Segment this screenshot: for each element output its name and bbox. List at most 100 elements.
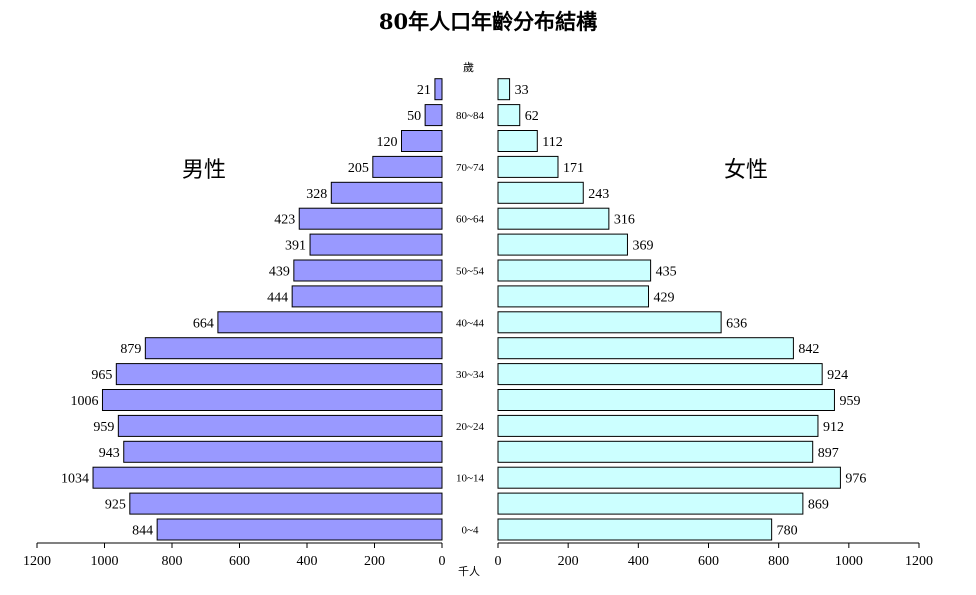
male-bar bbox=[129, 492, 443, 515]
female-bar bbox=[497, 259, 652, 282]
male-bar bbox=[293, 259, 443, 282]
age-group-label: 0~4 bbox=[462, 525, 479, 537]
female-bar bbox=[497, 130, 538, 152]
male-bar bbox=[156, 518, 443, 541]
female-bar bbox=[497, 466, 841, 489]
male-x-tick-label: 400 bbox=[297, 554, 318, 569]
male-bar bbox=[401, 130, 443, 152]
female-bar bbox=[497, 155, 559, 178]
female-value-label: 435 bbox=[656, 265, 677, 280]
female-bar bbox=[497, 78, 511, 101]
male-bar bbox=[434, 78, 443, 101]
male-label: 男性 bbox=[182, 158, 227, 183]
male-value-label: 959 bbox=[93, 420, 114, 435]
male-bar bbox=[309, 233, 443, 256]
female-value-label: 369 bbox=[632, 239, 653, 254]
female-bar bbox=[497, 440, 814, 463]
male-x-tick-label: 1000 bbox=[91, 554, 119, 569]
male-bar bbox=[101, 389, 443, 411]
female-value-label: 897 bbox=[818, 446, 839, 461]
male-x-tick-label: 200 bbox=[364, 554, 385, 569]
female-x-tick-label: 600 bbox=[698, 554, 719, 569]
female-bar bbox=[497, 285, 650, 308]
female-value-label: 869 bbox=[808, 498, 829, 513]
male-bar bbox=[117, 414, 443, 437]
female-value-label: 429 bbox=[654, 290, 675, 305]
female-value-label: 636 bbox=[726, 316, 747, 331]
male-value-label: 50 bbox=[407, 109, 421, 124]
age-group-label: 60~64 bbox=[456, 214, 484, 226]
male-x-tick-label: 1200 bbox=[23, 554, 51, 569]
male-value-label: 120 bbox=[377, 135, 398, 150]
female-value-label: 112 bbox=[542, 135, 562, 150]
male-value-label: 844 bbox=[132, 524, 153, 539]
female-bar bbox=[497, 181, 584, 204]
age-group-label: 80~84 bbox=[456, 110, 484, 122]
male-value-label: 21 bbox=[417, 83, 431, 98]
male-bar bbox=[372, 155, 443, 178]
male-bar bbox=[217, 311, 443, 334]
male-bar bbox=[424, 104, 443, 127]
male-x-tick-label: 600 bbox=[229, 554, 250, 569]
female-value-label: 33 bbox=[515, 83, 529, 98]
male-bar bbox=[298, 207, 443, 230]
female-x-tick-label: 1200 bbox=[905, 554, 933, 569]
female-value-label: 924 bbox=[827, 368, 848, 383]
age-unit-label: 歲 bbox=[463, 61, 474, 74]
age-group-label: 20~24 bbox=[456, 421, 484, 433]
age-group-label: 50~54 bbox=[456, 266, 484, 278]
male-value-label: 965 bbox=[91, 368, 112, 383]
male-bar bbox=[115, 363, 443, 386]
male-x-tick-label: 0 bbox=[439, 554, 446, 569]
chart-title: 80年人口年齡分布結構 bbox=[378, 9, 598, 34]
female-value-label: 959 bbox=[839, 394, 860, 409]
male-value-label: 391 bbox=[285, 239, 306, 254]
female-value-label: 243 bbox=[588, 187, 609, 202]
thousand-persons-label: 千人 bbox=[458, 565, 480, 578]
male-value-label: 205 bbox=[348, 161, 369, 176]
male-value-label: 1034 bbox=[61, 472, 89, 487]
age-group-label: 40~44 bbox=[456, 317, 484, 329]
male-value-label: 444 bbox=[267, 290, 288, 305]
female-bar bbox=[497, 207, 610, 230]
male-bar bbox=[144, 337, 443, 360]
female-bar bbox=[497, 104, 521, 127]
male-value-label: 943 bbox=[99, 446, 120, 461]
male-value-label: 664 bbox=[193, 316, 214, 331]
female-value-label: 976 bbox=[845, 472, 866, 487]
female-value-label: 780 bbox=[777, 524, 798, 539]
female-value-label: 316 bbox=[614, 213, 635, 228]
female-bar bbox=[497, 389, 835, 411]
age-group-label: 10~14 bbox=[456, 473, 484, 485]
female-bar bbox=[497, 233, 628, 256]
female-bar bbox=[497, 492, 804, 515]
female-bar bbox=[497, 518, 773, 541]
female-value-label: 912 bbox=[823, 420, 844, 435]
male-value-label: 879 bbox=[120, 342, 141, 357]
female-value-label: 171 bbox=[563, 161, 584, 176]
male-bar bbox=[291, 285, 443, 308]
male-x-tick-label: 800 bbox=[162, 554, 183, 569]
male-bar bbox=[92, 466, 443, 489]
female-value-label: 842 bbox=[798, 342, 819, 357]
female-x-tick-label: 400 bbox=[628, 554, 649, 569]
male-value-label: 925 bbox=[105, 498, 126, 513]
female-value-label: 62 bbox=[525, 109, 539, 124]
male-bar bbox=[123, 440, 443, 463]
female-x-tick-label: 1000 bbox=[835, 554, 863, 569]
female-x-tick-label: 0 bbox=[495, 554, 502, 569]
age-group-label: 70~74 bbox=[456, 162, 484, 174]
male-value-label: 328 bbox=[306, 187, 327, 202]
female-label: 女性 bbox=[724, 158, 769, 183]
male-value-label: 423 bbox=[274, 213, 295, 228]
female-bar bbox=[497, 337, 794, 360]
age-group-label: 30~34 bbox=[456, 369, 484, 381]
female-x-tick-label: 200 bbox=[558, 554, 579, 569]
male-value-label: 439 bbox=[269, 265, 290, 280]
female-bar bbox=[497, 414, 819, 437]
female-bar bbox=[497, 363, 823, 386]
male-bar bbox=[330, 181, 443, 204]
female-x-tick-label: 800 bbox=[768, 554, 789, 569]
female-bar bbox=[497, 311, 722, 334]
